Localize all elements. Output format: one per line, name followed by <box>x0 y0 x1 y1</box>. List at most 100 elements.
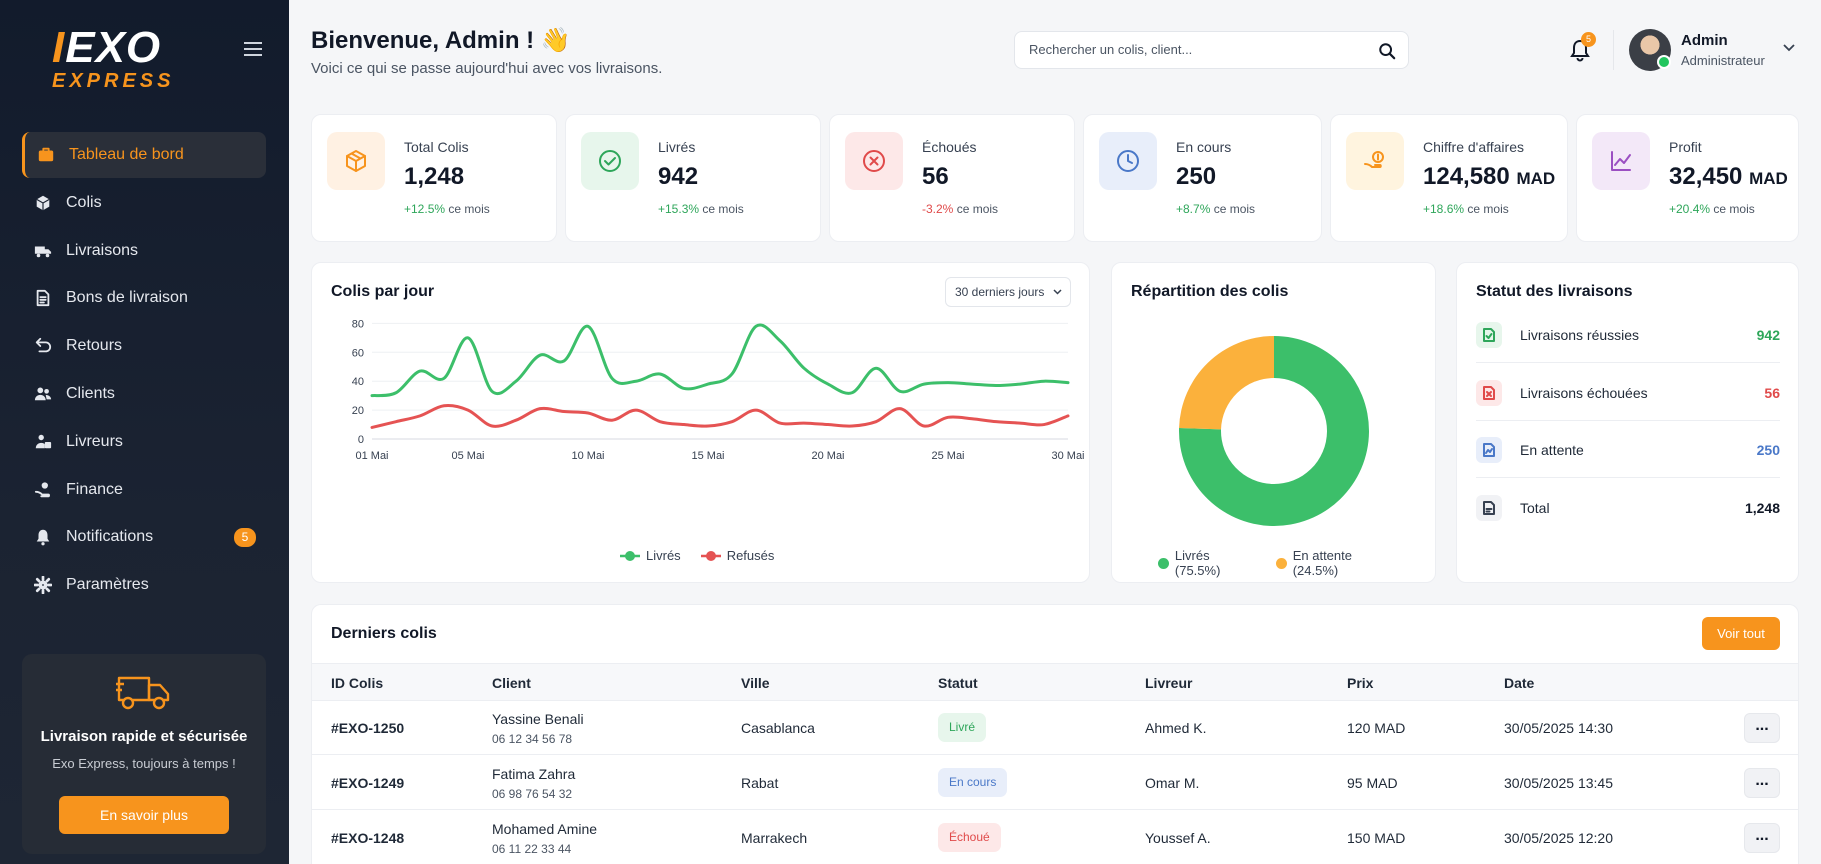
parcel-id[interactable]: #EXO-1248 <box>331 830 405 846</box>
stat-label: En cours <box>1176 139 1232 155</box>
legend-dot-icon <box>1158 557 1169 569</box>
sidebar-item-label: Livreurs <box>66 432 123 450</box>
sidebar: IEXO EXPRESS Tableau de bord Colis Livrais… <box>0 0 289 864</box>
client-name: Mohamed Amine <box>492 821 598 837</box>
chevron-down-icon[interactable] <box>1783 44 1795 52</box>
status-row[interactable]: En attente 250 <box>1476 422 1780 478</box>
column-header[interactable]: Client <box>492 675 531 691</box>
column-header[interactable]: Statut <box>938 675 978 691</box>
status-value: 250 <box>1756 442 1780 458</box>
table-row[interactable]: #EXO-1249 Fatima Zahra 06 98 76 54 32 Rabat… <box>312 756 1798 810</box>
status-row[interactable]: Livraisons échouées 56 <box>1476 365 1780 421</box>
stat-change: -3.2% ce mois <box>922 202 999 216</box>
stat-change: +12.5% ce mois <box>404 202 490 216</box>
y-tick-label: 80 <box>352 318 364 330</box>
learn-more-button[interactable]: En savoir plus <box>59 796 229 834</box>
trend-up-icon <box>1611 151 1631 171</box>
search-box[interactable] <box>1014 31 1409 69</box>
sidebar-item-label: Notifications <box>66 528 154 546</box>
status-label: Total <box>1520 499 1550 516</box>
sidebar-item-clients[interactable]: Clients <box>22 371 266 417</box>
sidebar-item-livraisons[interactable]: Livraisons <box>22 228 266 274</box>
legend-label: Livrés <box>646 548 681 563</box>
legend-item[interactable]: En attente (24.5%) <box>1275 548 1400 578</box>
finance-icon <box>34 481 50 497</box>
sidebar-item-bons-de-livraison[interactable]: Bons de livraison <box>22 275 266 321</box>
search-icon[interactable] <box>1378 42 1396 60</box>
search-input[interactable] <box>1029 42 1369 57</box>
sidebar-item-livreurs[interactable]: Livreurs <box>22 419 266 465</box>
sidebar-item-tableau-de-bord[interactable]: Tableau de bord <box>22 132 266 178</box>
donut-slice-livres[interactable] <box>1179 336 1369 526</box>
status-title: Statut des livraisons <box>1476 283 1633 300</box>
stat-card[interactable]: En cours 250 +8.7% ce mois <box>1083 114 1322 242</box>
status-badge: En cours <box>938 768 1008 797</box>
sidebar-item-label: Colis <box>66 193 102 211</box>
sidebar-nav: Tableau de bord Colis Livraisons Bons de li… <box>22 132 266 610</box>
user-name[interactable]: Admin <box>1681 32 1728 49</box>
legend-item[interactable]: Livrés <box>620 548 681 563</box>
column-header[interactable]: Prix <box>1347 675 1374 691</box>
stat-card[interactable]: Chiffre d'affaires 124,580 MAD +18.6% ce m… <box>1330 114 1568 242</box>
column-header[interactable]: Ville <box>741 675 770 691</box>
success-doc-icon <box>1483 328 1495 342</box>
stat-value: 250 <box>1176 163 1217 190</box>
x-tick-label: 10 Mai <box>571 450 604 462</box>
row-actions-button[interactable]: ... <box>1744 713 1780 743</box>
column-header[interactable]: Date <box>1504 675 1535 691</box>
legend-dot-icon <box>1275 557 1287 569</box>
stat-value: 124,580 MAD <box>1423 163 1556 190</box>
menu-toggle-icon[interactable] <box>244 42 262 56</box>
table-row[interactable]: #EXO-1248 Mohamed Amine 06 11 22 33 44 Marr… <box>312 811 1798 864</box>
table-row[interactable]: #EXO-1250 Yassine Benali 06 12 34 56 78 Cas… <box>312 701 1798 755</box>
row-actions-button[interactable]: ... <box>1744 823 1780 853</box>
legend-item[interactable]: Livrés (75.5%) <box>1158 548 1258 578</box>
stat-card[interactable]: Échoués 56 -3.2% ce mois <box>829 114 1075 242</box>
clock-icon <box>1117 150 1139 172</box>
promo-card: Livraison rapide et sécurisée Exo Expres… <box>22 654 266 854</box>
legend-item[interactable]: Refusés <box>700 548 774 563</box>
status-label: En attente <box>1520 442 1584 458</box>
stat-value: 1,248 <box>404 163 465 190</box>
stat-card[interactable]: Livrés 942 +15.3% ce mois <box>565 114 821 242</box>
parcel-id[interactable]: #EXO-1249 <box>331 775 405 791</box>
logo[interactable]: IEXO EXPRESS <box>52 26 182 93</box>
column-header[interactable]: ID Colis <box>331 675 384 691</box>
sidebar-item-notifications[interactable]: Notifications 5 <box>22 514 266 560</box>
status-row[interactable]: Livraisons réussies 942 <box>1476 307 1780 363</box>
status-row[interactable]: Total 1,248 <box>1476 480 1780 536</box>
donut-slice-en-attente[interactable] <box>1179 336 1274 430</box>
sidebar-item-colis[interactable]: Colis <box>22 180 266 226</box>
client-name: Fatima Zahra <box>492 766 576 782</box>
client-phone: 06 11 22 33 44 <box>492 842 572 856</box>
parcel-distribution-card: Répartition des colis Livrés (75.5%) En a… <box>1111 262 1436 583</box>
range-select-value: 30 derniers jours <box>955 285 1045 299</box>
logo-subtext: EXPRESS <box>52 70 175 92</box>
money-hand-icon <box>1364 151 1384 168</box>
notification-count-badge: 5 <box>1581 32 1596 47</box>
range-select[interactable]: 30 derniers jours <box>945 277 1071 307</box>
stat-card[interactable]: Total Colis 1,248 +12.5% ce mois <box>311 114 557 242</box>
check-circle-icon <box>599 150 621 172</box>
sidebar-item-label: Paramètres <box>66 576 149 594</box>
sidebar-item-parametres[interactable]: Paramètres <box>22 562 266 608</box>
daily-parcels-chart-card: Colis par jour 30 derniers jours 0 20 40 60… <box>311 262 1090 583</box>
sidebar-item-retours[interactable]: Retours <box>22 323 266 369</box>
donut-legend: Livrés (75.5%) En attente (24.5%) <box>1149 548 1409 578</box>
sidebar-item-finance[interactable]: Finance <box>22 467 266 513</box>
sidebar-item-label: Retours <box>66 337 123 355</box>
parcel-id[interactable]: #EXO-1250 <box>331 720 405 736</box>
return-icon <box>35 338 52 353</box>
column-header[interactable]: Livreur <box>1145 675 1193 691</box>
user-role: Administrateur <box>1681 53 1765 68</box>
header-divider <box>1613 30 1614 70</box>
stat-change: +8.7% ce mois <box>1176 202 1256 216</box>
stat-card[interactable]: Profit 32,450 MAD +20.4% ce mois <box>1576 114 1799 242</box>
date: 30/05/2025 13:45 <box>1504 775 1613 791</box>
line-chart-legend: Livrés Refusés <box>620 548 794 563</box>
price: 150 MAD <box>1347 830 1406 846</box>
row-actions-button[interactable]: ... <box>1744 768 1780 798</box>
pending-doc-icon <box>1483 443 1495 457</box>
view-all-button[interactable]: Voir tout <box>1702 617 1780 650</box>
